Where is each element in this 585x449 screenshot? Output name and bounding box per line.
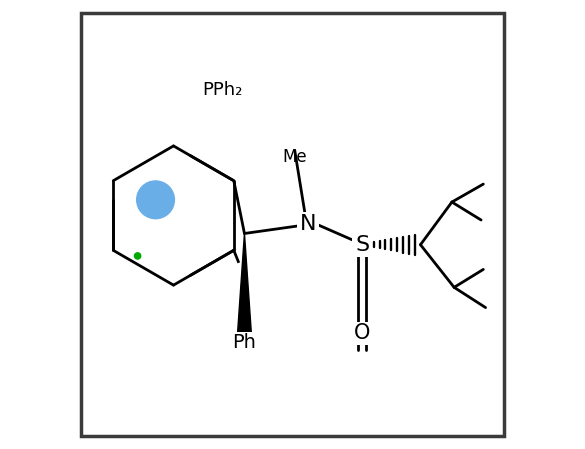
Text: S: S [355, 235, 369, 255]
Text: O: O [354, 323, 370, 343]
Circle shape [137, 181, 174, 219]
Text: PPh₂: PPh₂ [203, 81, 243, 99]
Text: N: N [300, 215, 316, 234]
Polygon shape [236, 233, 253, 350]
Text: Me: Me [283, 148, 307, 166]
Text: Ph: Ph [232, 334, 256, 352]
Circle shape [135, 253, 141, 259]
